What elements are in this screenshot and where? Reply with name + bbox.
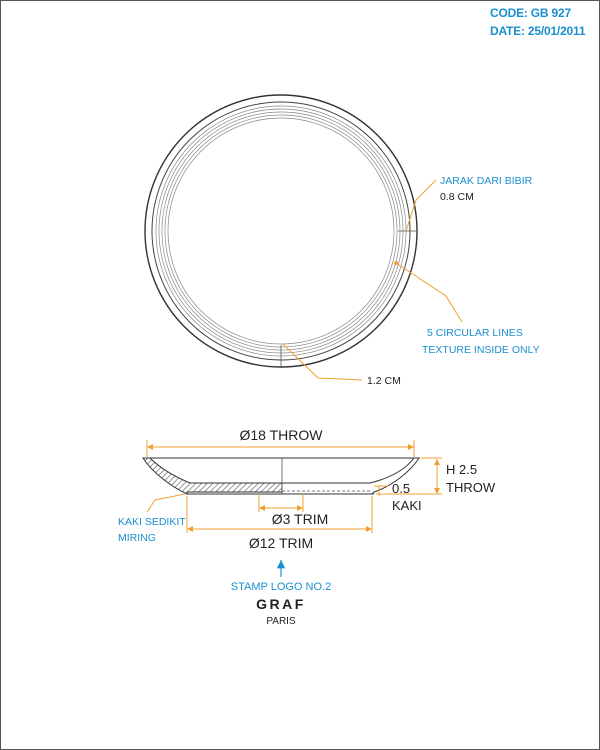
foot-value: 0.5 (392, 481, 410, 496)
side-view-profile (142, 457, 420, 495)
stamp-city: PARIS (266, 616, 296, 627)
outer-trim-label: Ø12 TRIM (249, 535, 313, 551)
stamp-brand: GRAF (256, 596, 306, 612)
date-label: DATE: 25/01/2011 (490, 24, 586, 38)
foot-note-line1: KAKI SEDIKIT (118, 516, 186, 528)
stamp-label: STAMP LOGO NO.2 (231, 581, 331, 593)
texture-note-leader (395, 262, 463, 323)
texture-note-line2: TEXTURE INSIDE ONLY (422, 344, 540, 356)
texture-ring-3 (161, 111, 401, 351)
texture-ring-1 (155, 105, 407, 357)
plate-outer-rim (144, 94, 418, 368)
depth-note-leader (282, 343, 363, 381)
plate-inner-rim (151, 101, 411, 361)
depth-note: 1.2 CM (367, 375, 401, 387)
foot-label: KAKI (392, 498, 422, 513)
code-label: CODE: GB 927 (490, 6, 571, 20)
texture-note-line1: 5 CIRCULAR LINES (427, 327, 523, 339)
texture-ring-4 (164, 114, 398, 348)
throw-diameter-label: Ø18 THROW (240, 427, 324, 443)
top-view-plate (144, 94, 418, 368)
rim-note-value: 0.8 CM (440, 191, 474, 203)
foot-note-line2: MIRING (118, 532, 156, 544)
profile-left-section (142, 457, 283, 495)
inner-trim-label: Ø3 TRIM (272, 511, 329, 527)
height-unit-label: THROW (446, 480, 496, 495)
rim-note-leader (405, 179, 437, 232)
texture-ring-5 (167, 117, 395, 345)
texture-ring-2 (158, 108, 404, 354)
rim-note-title: JARAK DARI BIBIR (440, 175, 533, 187)
foot-note-leader (146, 493, 186, 513)
height-label: H 2.5 (446, 462, 477, 477)
